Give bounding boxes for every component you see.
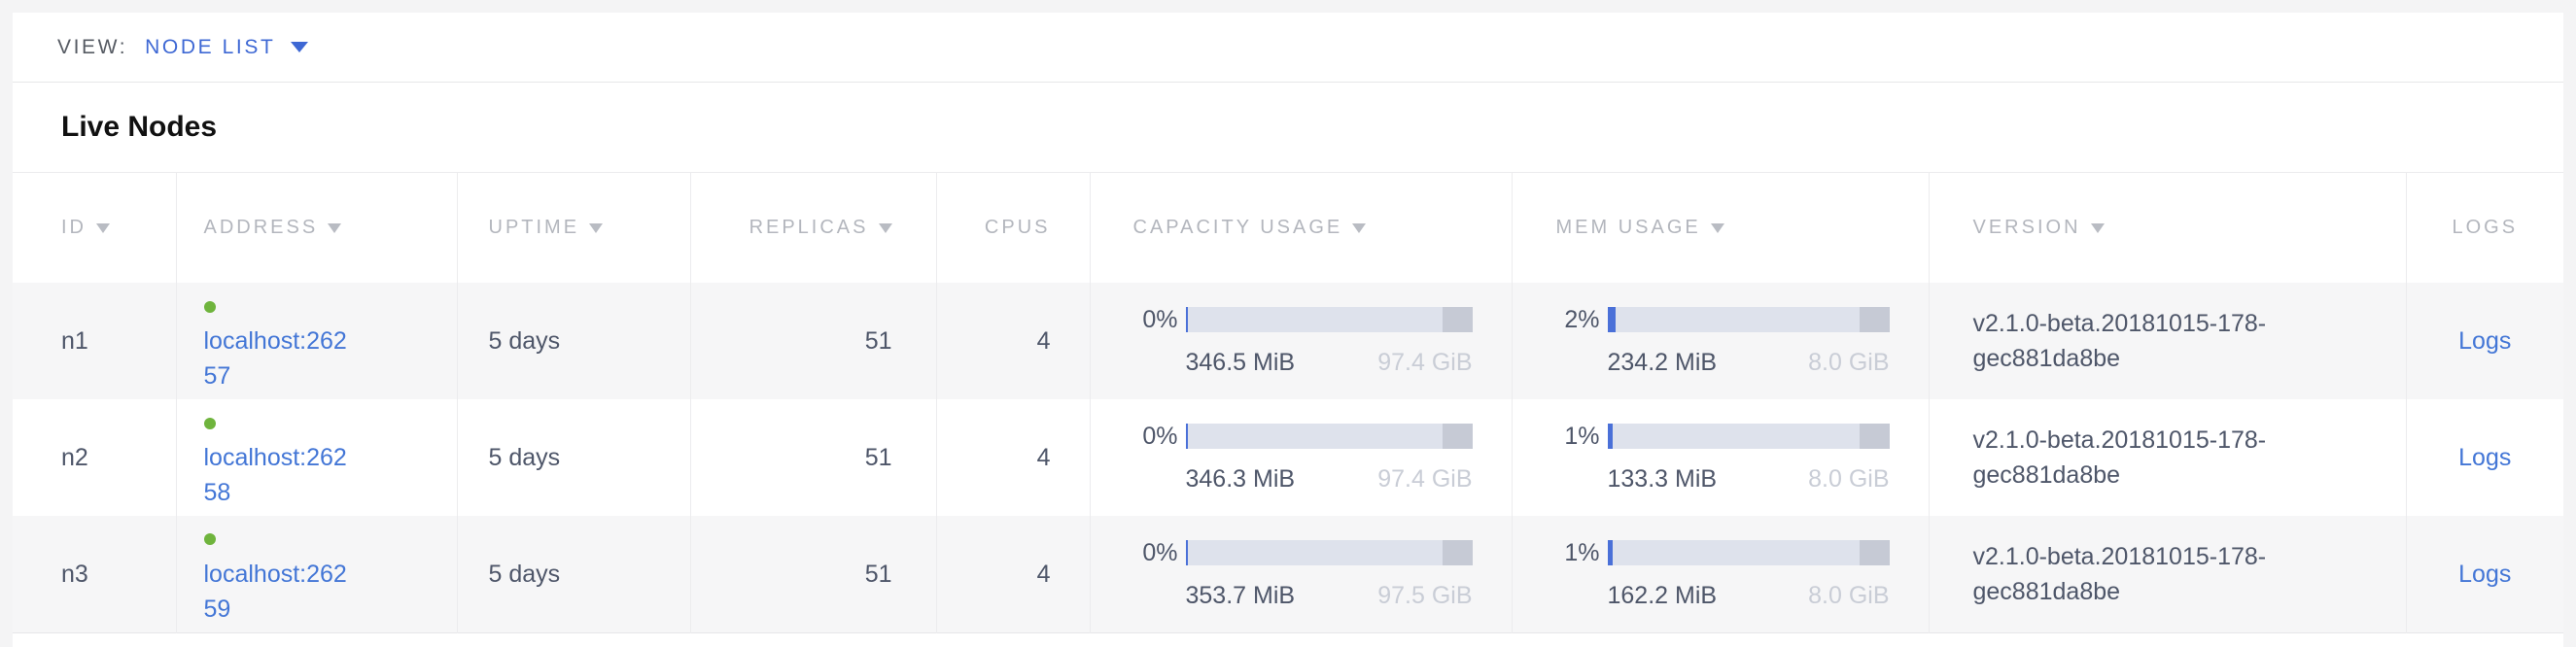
column-header-id[interactable]: ID [13, 173, 176, 283]
table-row-n3: n3 localhost:26259 5 days 51 4 0% 353.7 … [13, 516, 2563, 632]
live-status-icon [203, 417, 216, 429]
column-header-mem-usage[interactable]: MEM USAGE [1511, 173, 1929, 283]
mem-usage-cell: 2% 234.2 MiB 8.0 GiB [1511, 283, 1929, 399]
column-header-address[interactable]: ADDRESS [175, 173, 457, 283]
capacity-bar-other-segment [1442, 423, 1473, 449]
node-address-cell: localhost:26259 [175, 516, 457, 632]
live-nodes-panel: VIEW: NODE LIST Live Nodes ID ADDRESS UP… [13, 13, 2563, 647]
mem-total: 8.0 GiB [1808, 465, 1890, 493]
mem-bar [1607, 423, 1890, 449]
mem-pct: 2% [1564, 305, 1600, 333]
node-address-link[interactable]: localhost:26258 [203, 443, 347, 507]
page-title: Live Nodes [61, 111, 218, 143]
view-label: VIEW: [57, 35, 128, 58]
capacity-total: 97.4 GiB [1377, 465, 1473, 493]
node-address-link[interactable]: localhost:26257 [203, 326, 347, 391]
live-nodes-table: ID ADDRESS UPTIME REPLICAS CPUS CAPACITY… [13, 173, 2563, 633]
sort-desc-icon [589, 223, 604, 233]
capacity-used: 346.3 MiB [1185, 465, 1296, 493]
chevron-down-icon[interactable] [291, 42, 309, 52]
node-cpus: 4 [935, 399, 1090, 516]
capacity-pct: 0% [1142, 422, 1178, 450]
view-dropdown[interactable]: NODE LIST [145, 35, 276, 58]
logs-link[interactable]: Logs [2458, 326, 2512, 355]
capacity-usage-cell: 0% 346.5 MiB 97.4 GiB [1089, 283, 1512, 399]
column-header-logs: LOGS [2405, 173, 2563, 283]
logs-link[interactable]: Logs [2458, 443, 2512, 471]
node-id: n2 [61, 443, 88, 471]
sort-desc-icon [1710, 223, 1724, 233]
table-row-n2: n2 localhost:26258 5 days 51 4 0% 346.3 … [13, 399, 2563, 516]
live-status-icon [203, 533, 216, 546]
logs-link[interactable]: Logs [2458, 560, 2512, 588]
mem-bar-other-segment [1860, 423, 1890, 449]
capacity-usage-cell: 0% 346.3 MiB 97.4 GiB [1089, 399, 1512, 516]
mem-total: 8.0 GiB [1808, 581, 1890, 609]
node-replicas: 51 [689, 283, 936, 399]
column-header-cpus: CPUS [935, 173, 1090, 283]
node-cpus: 4 [935, 283, 1090, 399]
node-address-cell: localhost:26257 [175, 283, 457, 399]
capacity-bar [1185, 539, 1473, 565]
capacity-total: 97.5 GiB [1377, 581, 1473, 609]
table-header-row: ID ADDRESS UPTIME REPLICAS CPUS CAPACITY… [13, 173, 2563, 283]
title-section: Live Nodes [13, 83, 2563, 173]
capacity-bar [1185, 423, 1473, 449]
sort-desc-icon [96, 223, 110, 233]
capacity-pct: 0% [1142, 538, 1178, 566]
node-uptime: 5 days [456, 516, 690, 632]
node-uptime: 5 days [456, 283, 690, 399]
capacity-bar-other-segment [1442, 539, 1473, 565]
sort-desc-icon [328, 223, 342, 233]
view-bar: VIEW: NODE LIST [13, 13, 2563, 83]
mem-usage-cell: 1% 162.2 MiB 8.0 GiB [1511, 516, 1929, 632]
column-header-version[interactable]: VERSION [1928, 173, 2406, 283]
sort-desc-icon [878, 223, 892, 233]
node-uptime: 5 days [456, 399, 690, 516]
capacity-pct: 0% [1142, 305, 1178, 333]
mem-bar [1607, 539, 1890, 565]
mem-bar-other-segment [1860, 539, 1890, 565]
mem-pct: 1% [1564, 538, 1600, 566]
node-id: n3 [61, 560, 88, 588]
column-header-uptime[interactable]: UPTIME [456, 173, 690, 283]
node-id: n1 [61, 326, 88, 355]
node-replicas: 51 [689, 516, 936, 632]
capacity-usage-cell: 0% 353.7 MiB 97.5 GiB [1089, 516, 1512, 632]
capacity-bar-other-segment [1442, 306, 1473, 332]
node-version: v2.1.0-beta.20181015-178-gec881da8be [1928, 283, 2406, 399]
capacity-used: 346.5 MiB [1185, 349, 1296, 376]
node-replicas: 51 [689, 399, 936, 516]
column-header-capacity-usage[interactable]: CAPACITY USAGE [1089, 173, 1512, 283]
node-address-link[interactable]: localhost:26259 [203, 560, 347, 623]
sort-desc-icon [2090, 223, 2105, 233]
mem-used: 162.2 MiB [1607, 581, 1718, 609]
mem-bar-other-segment [1860, 306, 1890, 332]
capacity-bar [1185, 306, 1473, 332]
column-header-replicas[interactable]: REPLICAS [689, 173, 936, 283]
mem-total: 8.0 GiB [1808, 349, 1890, 376]
mem-usage-cell: 1% 133.3 MiB 8.0 GiB [1511, 399, 1929, 516]
node-address-cell: localhost:26258 [175, 399, 457, 516]
mem-bar [1607, 306, 1890, 332]
node-cpus: 4 [935, 516, 1090, 632]
capacity-total: 97.4 GiB [1377, 349, 1473, 376]
mem-used: 234.2 MiB [1607, 349, 1718, 376]
node-version: v2.1.0-beta.20181015-178-gec881da8be [1928, 516, 2406, 632]
mem-pct: 1% [1564, 422, 1600, 450]
table-row-n1: n1 localhost:26257 5 days 51 4 0% 346.5 … [13, 283, 2563, 399]
sort-desc-icon [1352, 223, 1367, 233]
live-status-icon [203, 300, 216, 313]
mem-used: 133.3 MiB [1607, 465, 1718, 493]
capacity-used: 353.7 MiB [1185, 581, 1296, 609]
node-version: v2.1.0-beta.20181015-178-gec881da8be [1928, 399, 2406, 516]
